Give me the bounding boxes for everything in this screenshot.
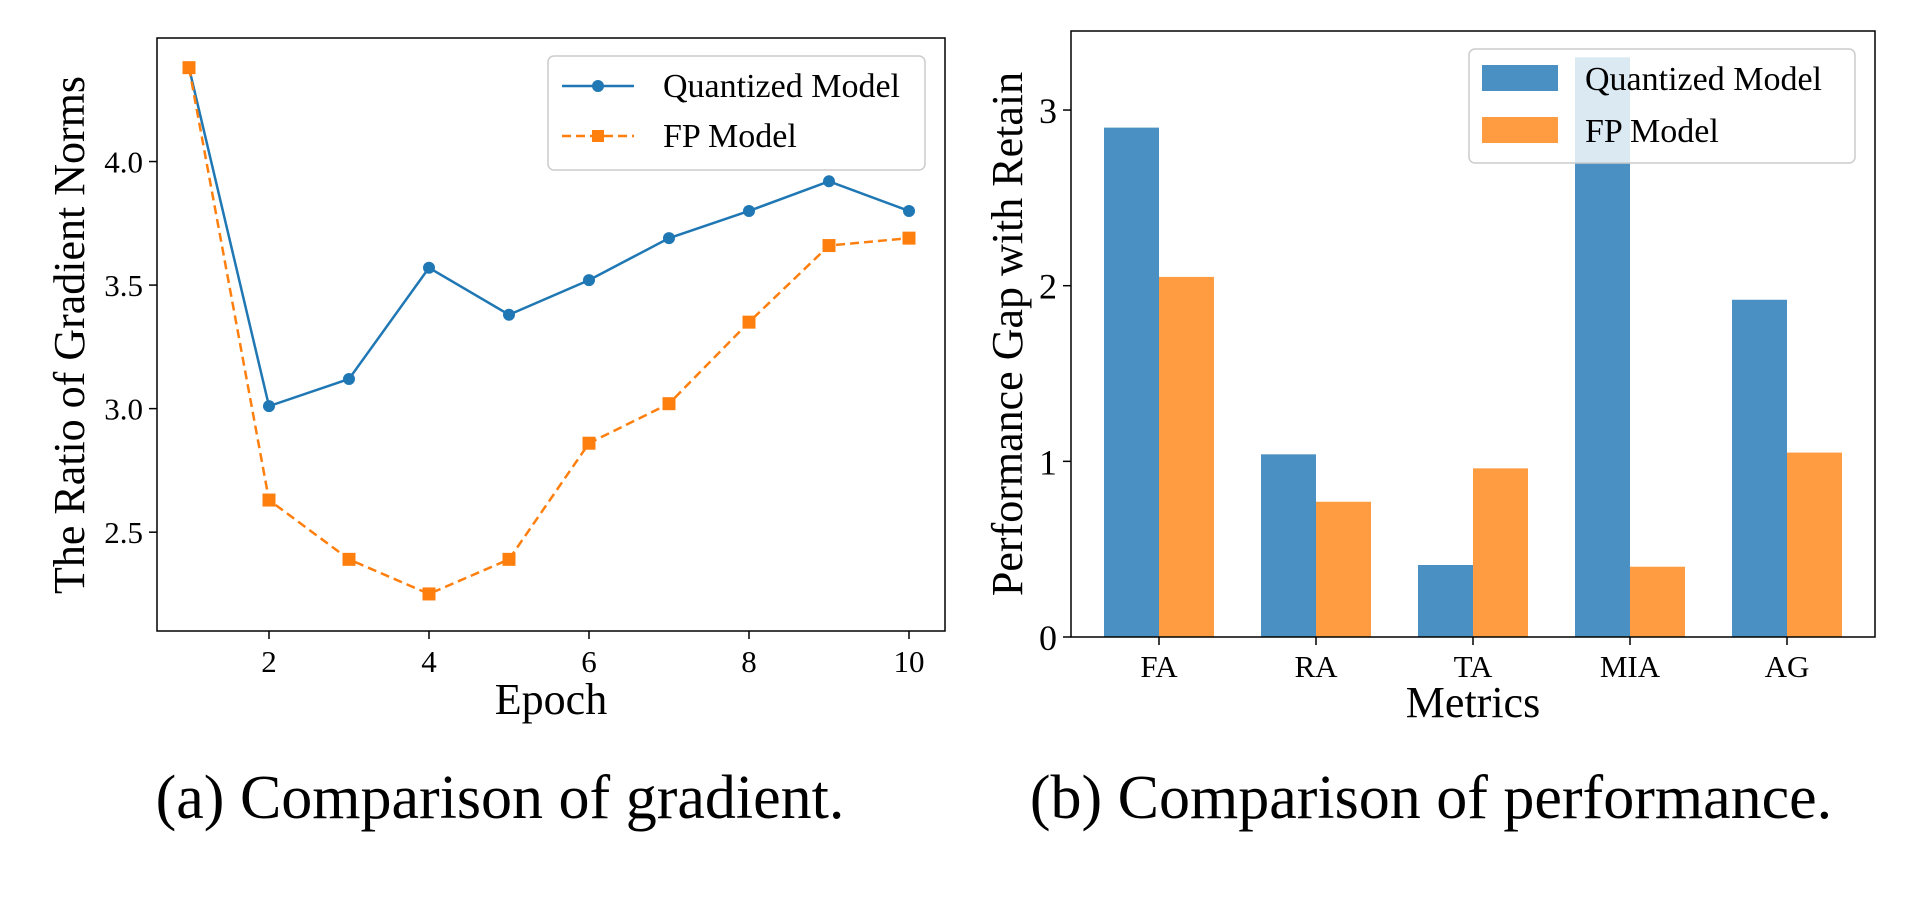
data-point-quantized xyxy=(903,204,915,217)
x-axis: 2 4 6 8 10 xyxy=(261,631,925,679)
legend-marker-quantized xyxy=(592,80,604,92)
x-tick-label: 8 xyxy=(741,644,757,679)
data-point-quantized xyxy=(823,175,835,188)
legend-box xyxy=(547,55,926,171)
x-tick-label: TA xyxy=(1454,649,1493,684)
data-point-fp xyxy=(182,61,196,75)
x-tick-label: MIA xyxy=(1600,649,1661,684)
y-tick-label: 2.5 xyxy=(104,515,143,550)
y-axis-label: Performance Gap with Retain xyxy=(983,72,1032,596)
data-point-quantized xyxy=(423,261,435,274)
plot-frame xyxy=(156,37,946,632)
legend-box xyxy=(1468,48,1856,164)
x-tick-label: RA xyxy=(1294,649,1338,684)
legend: Quantized Model FP Model xyxy=(547,55,926,171)
bar-quantized-fa xyxy=(1104,127,1159,637)
y-tick-label: 0 xyxy=(1039,618,1057,658)
data-point-fp xyxy=(582,436,596,450)
series-line-fp xyxy=(187,67,910,596)
legend-swatch-fp xyxy=(1482,117,1558,143)
data-point-fp xyxy=(342,552,356,566)
data-point-fp xyxy=(742,315,756,329)
legend-swatch-quantized xyxy=(1482,65,1558,91)
x-tick-label: FA xyxy=(1140,649,1178,684)
data-point-quantized xyxy=(503,308,515,321)
y-tick-label: 3.5 xyxy=(104,268,143,303)
bar-fp-mia xyxy=(1630,566,1685,637)
x-axis-label: Epoch xyxy=(495,675,607,724)
bar-fp-ra xyxy=(1316,501,1371,637)
data-point-quantized xyxy=(343,372,355,385)
data-point-quantized xyxy=(743,204,755,217)
bar-quantized-ag xyxy=(1732,299,1787,637)
series-layer xyxy=(182,61,916,601)
legend-label-fp: FP Model xyxy=(663,118,797,155)
x-tick-label: 6 xyxy=(581,644,597,679)
performance-gap-chart: 0 1 2 3 FA RA TA MIA AG Metrics Performance Gap… xyxy=(983,30,1876,832)
data-point-quantized xyxy=(583,274,595,287)
x-tick-label: 2 xyxy=(261,644,277,679)
gradient-ratio-chart: 2.5 3.0 3.5 4.0 2 4 6 8 10 Epoch The Ratio of G… xyxy=(45,37,946,832)
y-tick-label: 1 xyxy=(1039,442,1057,482)
legend-label-quantized: Quantized Model xyxy=(663,68,900,105)
bar-fp-fa xyxy=(1159,276,1214,637)
legend-marker-fp xyxy=(592,130,604,142)
y-tick-label: 3.0 xyxy=(104,392,143,427)
bar-fp-ta xyxy=(1473,468,1528,637)
y-axis: 0 1 2 3 xyxy=(1039,91,1071,658)
data-point-quantized xyxy=(663,232,675,245)
data-point-fp xyxy=(502,552,516,566)
y-tick-label: 3 xyxy=(1039,91,1057,131)
x-axis: FA RA TA MIA AG xyxy=(1140,637,1809,684)
x-tick-label: 10 xyxy=(894,644,925,679)
data-point-fp xyxy=(422,587,436,601)
x-axis-label: Metrics xyxy=(1406,678,1540,727)
series-line-quantized xyxy=(187,67,910,408)
bar-quantized-ta xyxy=(1418,564,1473,637)
data-point-fp xyxy=(262,493,276,507)
data-point-fp xyxy=(902,231,916,245)
legend-label-fp: FP Model xyxy=(1585,113,1719,150)
y-tick-label: 4.0 xyxy=(104,145,143,180)
x-tick-label: AG xyxy=(1765,649,1810,684)
y-axis-label: The Ratio of Gradient Norms xyxy=(45,76,94,594)
y-axis: 2.5 3.0 3.5 4.0 xyxy=(104,145,157,550)
bar-fp-ag xyxy=(1787,452,1842,637)
x-tick-label: 4 xyxy=(421,644,437,679)
bar-quantized-ra xyxy=(1261,454,1316,637)
legend: Quantized Model FP Model xyxy=(1468,48,1856,164)
y-tick-label: 2 xyxy=(1039,267,1057,307)
data-point-quantized xyxy=(263,400,275,413)
data-point-fp xyxy=(662,397,676,411)
legend-label-quantized: Quantized Model xyxy=(1585,61,1822,98)
data-point-fp xyxy=(822,239,836,253)
caption-b: (b) Comparison of performance. xyxy=(1030,764,1832,832)
caption-a: (a) Comparison of gradient. xyxy=(156,764,845,832)
